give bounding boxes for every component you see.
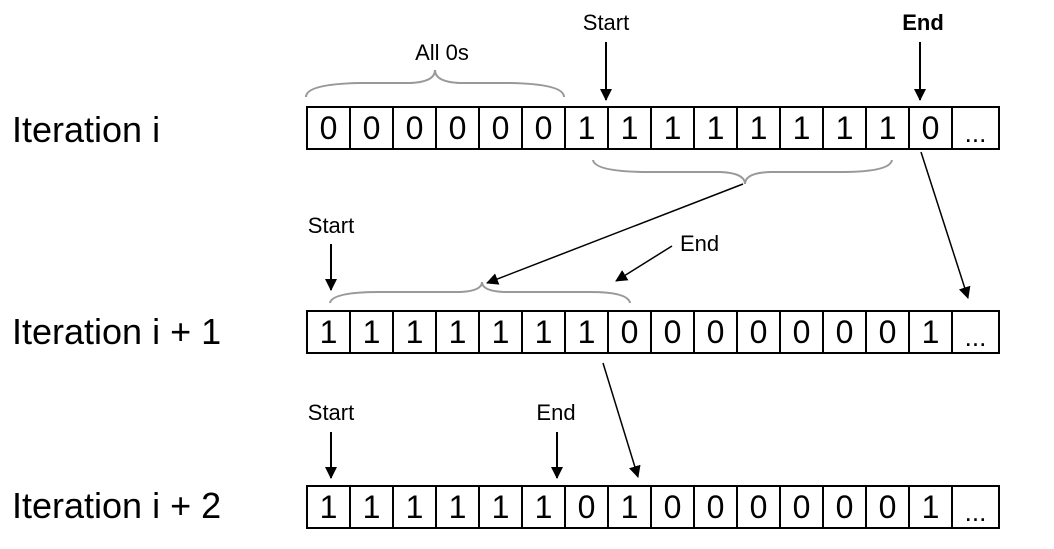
ellipsis-cell: ...: [951, 485, 1000, 529]
ones-brace-row2: [329, 281, 631, 304]
all-zeros-brace: [305, 69, 565, 98]
ellipsis-cell: ...: [951, 106, 1000, 150]
start-label-row2: Start: [308, 213, 354, 238]
start-label-row1: Start: [583, 10, 629, 35]
bit-array-iteration-i-plus-1: 1 1 1 1 1 1 1 0 0 0 0 0 0 0 1...: [306, 310, 1000, 354]
bit-array-iteration-i: 0 0 0 0 0 0 1 1 1 1 1 1 1 1 0...: [306, 106, 1000, 150]
bit-array-iteration-i-plus-2: 1 1 1 1 1 1 0 1 0 0 0 0 0 0 1...: [306, 485, 1000, 529]
start-label-row3: Start: [308, 400, 354, 425]
ones-brace-row1: [592, 159, 893, 185]
carry-arrow-row2: [602, 362, 641, 478]
carry-arrow-row1: [920, 151, 971, 299]
end-label-row1: End: [902, 10, 944, 35]
all-zeros-label: All 0s: [415, 40, 469, 65]
end-arrow-row2: [615, 245, 673, 282]
ellipsis-cell: ...: [951, 310, 1000, 354]
end-label-row3: End: [536, 400, 575, 425]
end-label-row2: End: [680, 231, 719, 256]
shift-arrow: [486, 183, 744, 285]
row-label-iteration-i-plus-2: Iteration i + 2: [12, 485, 222, 526]
row-label-iteration-i: Iteration i: [12, 109, 161, 150]
row-label-iteration-i-plus-1: Iteration i + 1: [12, 311, 222, 352]
